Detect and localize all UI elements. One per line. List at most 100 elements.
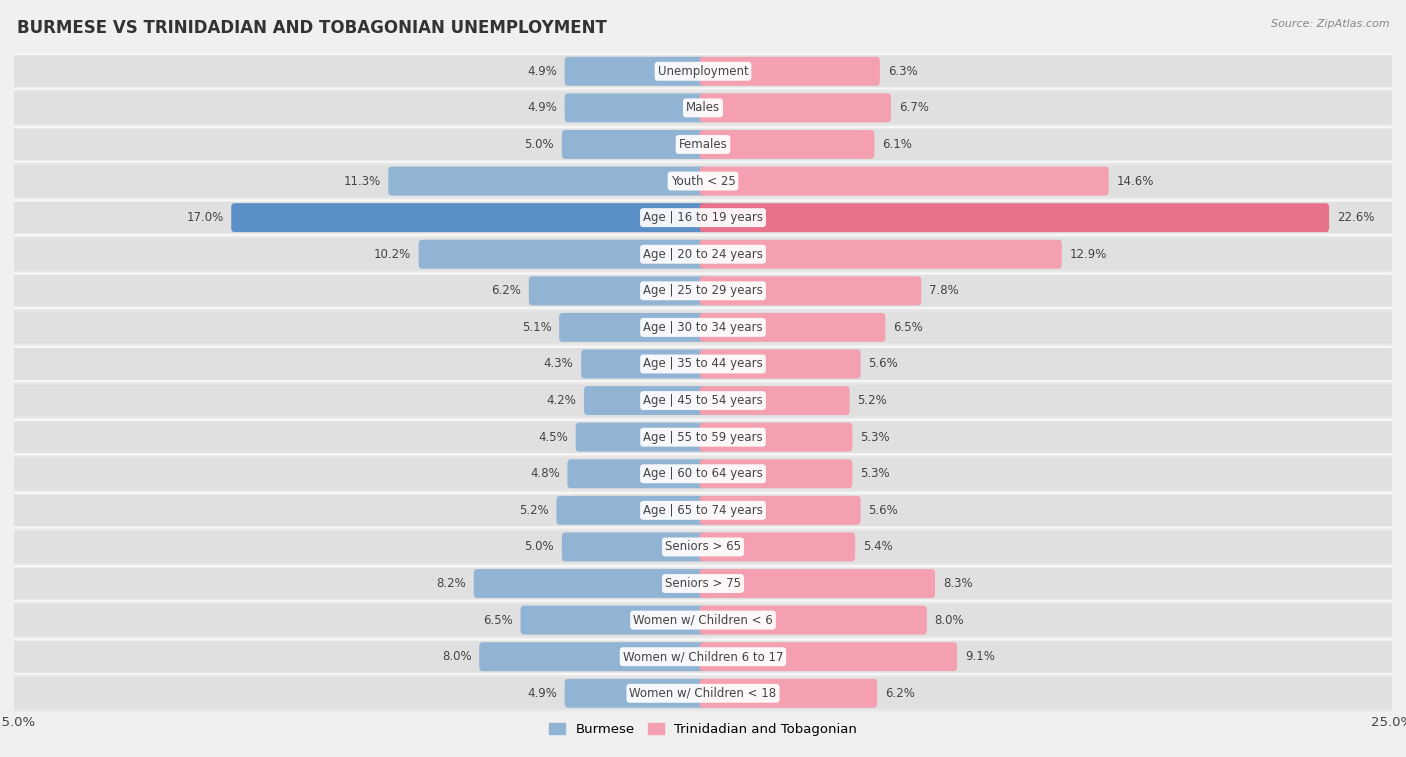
Text: 6.3%: 6.3% xyxy=(887,65,917,78)
FancyBboxPatch shape xyxy=(699,201,1396,234)
FancyBboxPatch shape xyxy=(14,382,1392,419)
Text: 12.9%: 12.9% xyxy=(1070,248,1107,260)
FancyBboxPatch shape xyxy=(700,459,852,488)
FancyBboxPatch shape xyxy=(700,642,957,671)
FancyBboxPatch shape xyxy=(700,57,880,86)
Text: 5.6%: 5.6% xyxy=(869,357,898,370)
Text: Youth < 25: Youth < 25 xyxy=(671,175,735,188)
Text: 4.8%: 4.8% xyxy=(530,467,560,480)
FancyBboxPatch shape xyxy=(479,642,706,671)
FancyBboxPatch shape xyxy=(699,531,1396,563)
FancyBboxPatch shape xyxy=(10,92,707,124)
Text: 6.5%: 6.5% xyxy=(484,614,513,627)
FancyBboxPatch shape xyxy=(14,456,1392,492)
FancyBboxPatch shape xyxy=(699,165,1396,197)
FancyBboxPatch shape xyxy=(565,57,706,86)
FancyBboxPatch shape xyxy=(700,679,877,708)
FancyBboxPatch shape xyxy=(10,458,707,490)
FancyBboxPatch shape xyxy=(474,569,706,598)
Text: 6.5%: 6.5% xyxy=(893,321,922,334)
FancyBboxPatch shape xyxy=(700,606,927,634)
Text: BURMESE VS TRINIDADIAN AND TOBAGONIAN UNEMPLOYMENT: BURMESE VS TRINIDADIAN AND TOBAGONIAN UN… xyxy=(17,19,607,37)
FancyBboxPatch shape xyxy=(699,275,1396,307)
Text: 8.0%: 8.0% xyxy=(441,650,471,663)
FancyBboxPatch shape xyxy=(575,422,706,452)
Text: Seniors > 75: Seniors > 75 xyxy=(665,577,741,590)
FancyBboxPatch shape xyxy=(700,422,852,452)
FancyBboxPatch shape xyxy=(699,678,1396,709)
Text: 5.0%: 5.0% xyxy=(524,540,554,553)
FancyBboxPatch shape xyxy=(562,130,706,159)
FancyBboxPatch shape xyxy=(10,165,707,197)
FancyBboxPatch shape xyxy=(14,346,1392,382)
Text: 4.5%: 4.5% xyxy=(538,431,568,444)
Text: 7.8%: 7.8% xyxy=(929,285,959,298)
FancyBboxPatch shape xyxy=(520,606,706,634)
FancyBboxPatch shape xyxy=(700,130,875,159)
FancyBboxPatch shape xyxy=(231,203,706,232)
FancyBboxPatch shape xyxy=(14,126,1392,163)
FancyBboxPatch shape xyxy=(10,129,707,160)
FancyBboxPatch shape xyxy=(10,201,707,234)
FancyBboxPatch shape xyxy=(699,311,1396,344)
FancyBboxPatch shape xyxy=(699,640,1396,673)
FancyBboxPatch shape xyxy=(529,276,706,305)
FancyBboxPatch shape xyxy=(10,55,707,87)
FancyBboxPatch shape xyxy=(562,532,706,562)
FancyBboxPatch shape xyxy=(14,309,1392,346)
Text: 8.3%: 8.3% xyxy=(943,577,973,590)
Text: 14.6%: 14.6% xyxy=(1116,175,1154,188)
Text: 9.1%: 9.1% xyxy=(965,650,994,663)
Text: Women w/ Children 6 to 17: Women w/ Children 6 to 17 xyxy=(623,650,783,663)
FancyBboxPatch shape xyxy=(699,421,1396,453)
Text: 6.7%: 6.7% xyxy=(898,101,928,114)
Text: 5.2%: 5.2% xyxy=(519,504,548,517)
FancyBboxPatch shape xyxy=(14,273,1392,309)
Text: 4.9%: 4.9% xyxy=(527,101,557,114)
FancyBboxPatch shape xyxy=(14,638,1392,675)
FancyBboxPatch shape xyxy=(699,55,1396,87)
FancyBboxPatch shape xyxy=(699,458,1396,490)
FancyBboxPatch shape xyxy=(699,348,1396,380)
FancyBboxPatch shape xyxy=(699,129,1396,160)
Text: Age | 16 to 19 years: Age | 16 to 19 years xyxy=(643,211,763,224)
Text: 6.1%: 6.1% xyxy=(882,138,912,151)
Text: 5.3%: 5.3% xyxy=(860,431,890,444)
FancyBboxPatch shape xyxy=(14,565,1392,602)
FancyBboxPatch shape xyxy=(14,602,1392,638)
FancyBboxPatch shape xyxy=(700,386,849,415)
FancyBboxPatch shape xyxy=(700,313,886,342)
FancyBboxPatch shape xyxy=(700,569,935,598)
FancyBboxPatch shape xyxy=(700,93,891,123)
Text: Age | 20 to 24 years: Age | 20 to 24 years xyxy=(643,248,763,260)
Text: Source: ZipAtlas.com: Source: ZipAtlas.com xyxy=(1271,19,1389,29)
FancyBboxPatch shape xyxy=(560,313,706,342)
FancyBboxPatch shape xyxy=(10,678,707,709)
FancyBboxPatch shape xyxy=(14,528,1392,565)
FancyBboxPatch shape xyxy=(700,240,1062,269)
FancyBboxPatch shape xyxy=(14,163,1392,199)
Text: 6.2%: 6.2% xyxy=(491,285,522,298)
Text: 5.6%: 5.6% xyxy=(869,504,898,517)
Text: 4.2%: 4.2% xyxy=(547,394,576,407)
FancyBboxPatch shape xyxy=(565,679,706,708)
FancyBboxPatch shape xyxy=(10,494,707,526)
FancyBboxPatch shape xyxy=(700,167,1109,195)
Text: Males: Males xyxy=(686,101,720,114)
FancyBboxPatch shape xyxy=(14,89,1392,126)
FancyBboxPatch shape xyxy=(14,419,1392,456)
FancyBboxPatch shape xyxy=(699,92,1396,124)
Text: 5.0%: 5.0% xyxy=(524,138,554,151)
FancyBboxPatch shape xyxy=(699,238,1396,270)
Text: 8.2%: 8.2% xyxy=(436,577,465,590)
Text: Age | 30 to 34 years: Age | 30 to 34 years xyxy=(643,321,763,334)
FancyBboxPatch shape xyxy=(700,276,921,305)
Text: Women w/ Children < 6: Women w/ Children < 6 xyxy=(633,614,773,627)
Text: Age | 65 to 74 years: Age | 65 to 74 years xyxy=(643,504,763,517)
FancyBboxPatch shape xyxy=(557,496,706,525)
Text: Age | 35 to 44 years: Age | 35 to 44 years xyxy=(643,357,763,370)
FancyBboxPatch shape xyxy=(10,604,707,636)
FancyBboxPatch shape xyxy=(700,496,860,525)
FancyBboxPatch shape xyxy=(700,203,1329,232)
FancyBboxPatch shape xyxy=(10,385,707,416)
